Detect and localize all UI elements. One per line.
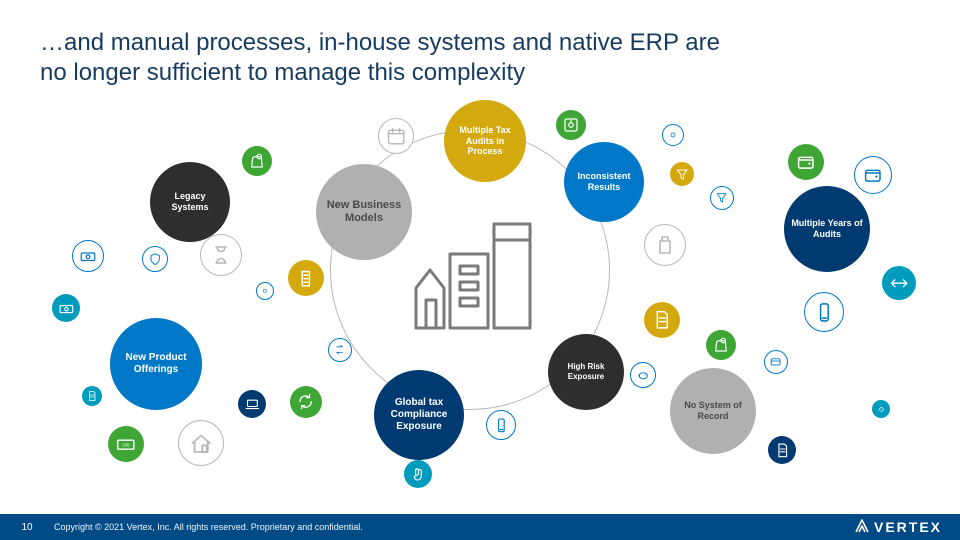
mini-m2-safe-icon	[556, 110, 586, 140]
footer-bar: 10 Copyright © 2021 Vertex, Inc. All rig…	[0, 514, 960, 540]
bubble-legacy: Legacy Systems	[150, 162, 230, 242]
vertex-logo: VERTEX	[854, 514, 942, 540]
mini-m14-funnel-icon	[710, 186, 734, 210]
mini-m24-hand-icon	[404, 460, 432, 488]
logo-mark-icon	[854, 518, 870, 537]
buildings-icon	[410, 210, 540, 335]
page-number: 10	[0, 522, 54, 533]
mini-m4-funnel-icon	[670, 162, 694, 186]
mini-m22-dot-icon	[872, 400, 890, 418]
bubble-label: Global tax Compliance Exposure	[380, 397, 458, 433]
bubble-label: Multiple Tax Audits in Process	[450, 125, 520, 157]
mini-m25-cycle-icon	[290, 386, 322, 418]
bubble-label: High Risk Exposure	[554, 362, 618, 381]
bubble-years: Multiple Years of Audits	[784, 186, 870, 272]
bubble-global: Global tax Compliance Exposure	[374, 370, 464, 460]
bubble-highrisk: High Risk Exposure	[548, 334, 624, 410]
mini-m12-wallet-icon	[788, 144, 824, 180]
mini-m11-clip-icon	[644, 224, 686, 266]
bubble-new-biz: New Business Models	[316, 164, 412, 260]
copyright-text: Copyright © 2021 Vertex, Inc. All rights…	[54, 522, 363, 532]
bubble-label: Inconsistent Results	[570, 171, 638, 193]
mini-m6-shield-icon	[142, 246, 168, 272]
mini-m18-doc-icon	[644, 302, 680, 338]
mini-m31-dot-icon	[256, 282, 274, 300]
bubble-label: New Product Offerings	[116, 352, 196, 376]
mini-m13-wallet-icon	[854, 156, 892, 194]
mini-m17-bag-icon	[706, 330, 736, 360]
bubble-norecord: No System of Record	[670, 368, 756, 454]
mini-m10-cash-icon	[72, 240, 104, 272]
slide: …and manual processes, in-house systems …	[0, 0, 960, 540]
logo-text: VERTEX	[874, 519, 942, 535]
mini-m26-laptop-icon	[238, 390, 266, 418]
mini-m15-transfer-icon	[882, 266, 916, 300]
mini-m16-phone-icon	[804, 292, 844, 332]
bubble-tax-audits: Multiple Tax Audits in Process	[444, 100, 526, 182]
slide-title: …and manual processes, in-house systems …	[40, 28, 740, 88]
mini-m7-hourglass-icon	[200, 234, 242, 276]
bubble-label: New Business Models	[322, 199, 406, 225]
mini-m30-swap-icon	[328, 338, 352, 362]
mini-m23-phone-icon	[486, 410, 516, 440]
mini-m29-doc-icon	[82, 386, 102, 406]
bubble-inconsistent: Inconsistent Results	[564, 142, 644, 222]
mini-m19-piggy-icon	[630, 362, 656, 388]
mini-m27-house-icon	[178, 420, 224, 466]
mini-m9-cash-icon	[52, 294, 80, 322]
mini-m1-calendar-icon	[378, 118, 414, 154]
bubble-label: Multiple Years of Audits	[790, 218, 864, 240]
bubble-label: No System of Record	[676, 400, 750, 422]
bubble-label: Legacy Systems	[156, 191, 224, 213]
mini-m21-doc-icon	[768, 436, 796, 464]
mini-m5-dot-icon	[662, 124, 684, 146]
mini-m3-bag-icon	[242, 146, 272, 176]
mini-m8-building-icon	[288, 260, 324, 296]
svg-text:100: 100	[122, 443, 130, 448]
bubble-np-offer: New Product Offerings	[110, 318, 202, 410]
mini-m28-cash100-icon: 100	[108, 426, 144, 462]
mini-m20-card-icon	[764, 350, 788, 374]
complexity-diagram: Legacy Systems New Business Models Multipl…	[0, 90, 960, 510]
